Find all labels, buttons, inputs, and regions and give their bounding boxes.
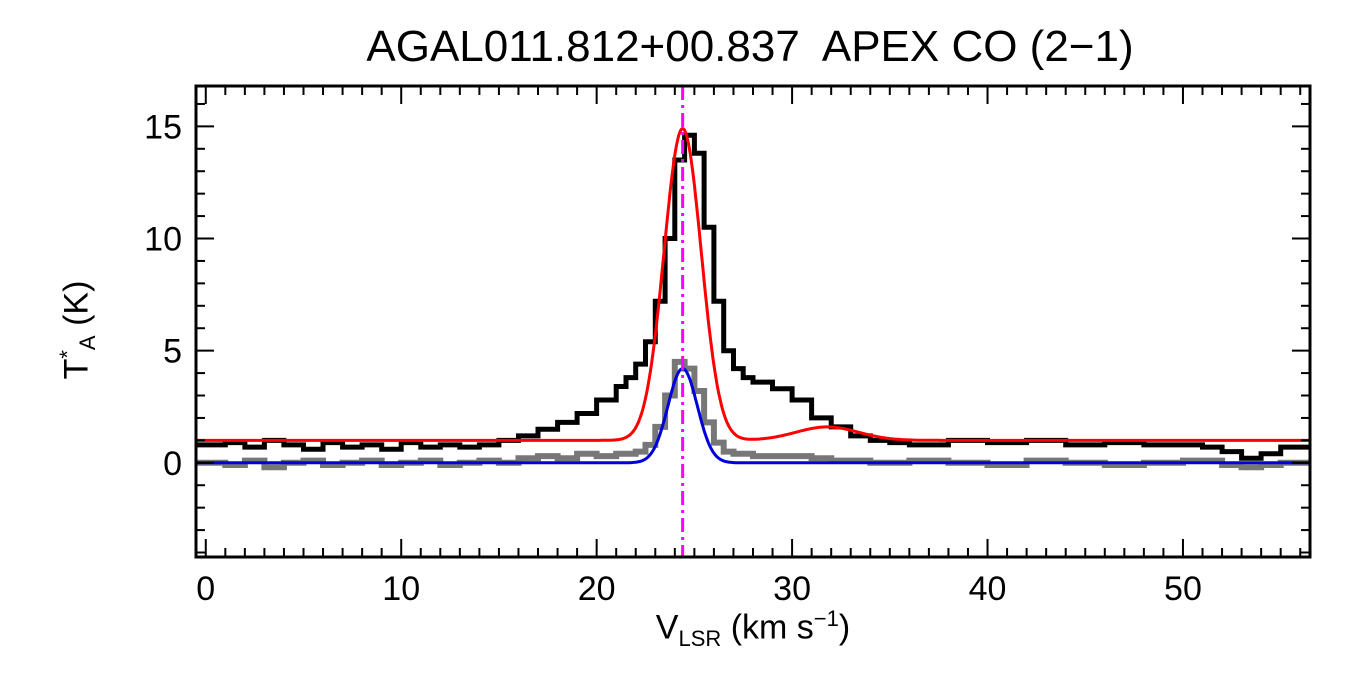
- axis-tick-labels: 0 10 20 30 40 50 0 5 10 15: [144, 108, 1202, 608]
- chart-title: AGAL011.812+00.837 APEX CO (2−1): [366, 22, 1134, 71]
- y-axis-label: T*A (K): [54, 280, 101, 380]
- x-tick-label: 10: [382, 570, 420, 608]
- x-tick-label: 30: [773, 570, 811, 608]
- spectrum-line-0: [196, 132, 1310, 461]
- fit-curve-2: [196, 126, 1310, 442]
- y-tick-label: 0: [163, 445, 182, 483]
- x-tick-label: 0: [196, 570, 215, 608]
- y-tick-label: 15: [144, 108, 182, 146]
- y-tick-label: 10: [144, 221, 182, 259]
- x-tick-label: 40: [969, 570, 1007, 608]
- plot-series: [196, 86, 1310, 557]
- y-tick-label: 5: [163, 333, 182, 371]
- axis-ticks: [196, 86, 1310, 557]
- x-axis-label: VLSR (km s−1): [655, 606, 851, 652]
- x-tick-label: 20: [578, 570, 616, 608]
- x-tick-label: 50: [1164, 570, 1202, 608]
- plot-frame: [194, 84, 1312, 559]
- fit-curve-3: [196, 367, 1310, 465]
